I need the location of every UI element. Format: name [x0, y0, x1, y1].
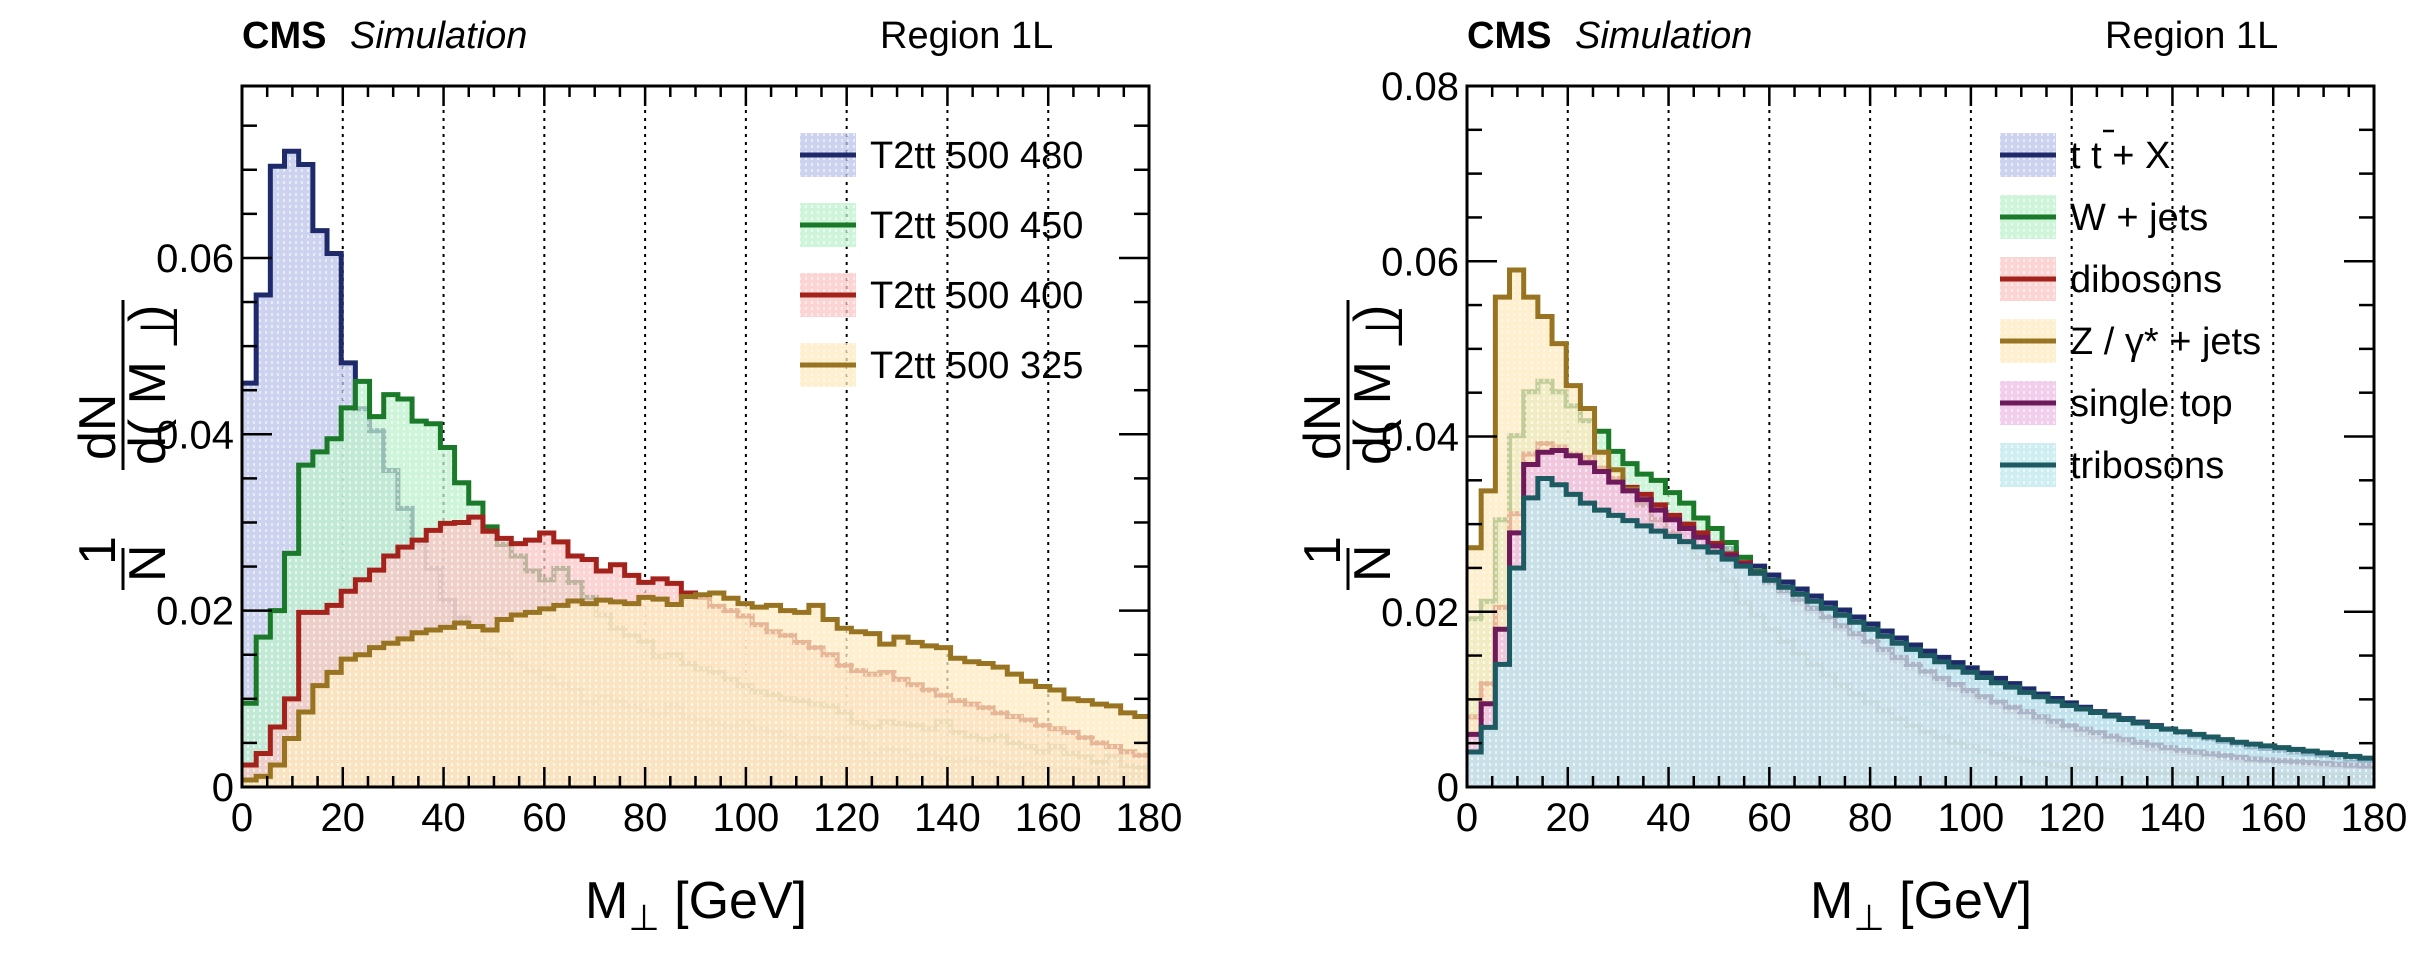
svg-text:N: N: [119, 544, 177, 582]
x-tick-label: 0: [231, 796, 253, 840]
svg-text:N: N: [1344, 544, 1402, 582]
x-tick-label: 40: [421, 796, 466, 840]
simulation-label: Simulation: [1575, 15, 1752, 57]
legend-entry: Z / γ* + jets: [2000, 319, 2261, 363]
legend-label: Z / γ* + jets: [2070, 321, 2261, 363]
left-panel: CMS Simulation Region 1L 0 20 40 60 80 100 120…: [69, 15, 1182, 938]
legend: T2tt 500 480 T2tt 500 450 T2tt 500 400 T2tt…: [800, 133, 1083, 387]
legend-entry: dibosons: [2000, 257, 2222, 301]
series-line: [1467, 476, 2374, 761]
cms-label: CMS: [1467, 15, 1551, 57]
svg-text:⊥: ⊥: [131, 305, 189, 350]
right-panel: CMS Simulation Region 1L 0 20 40 60 80 100 120…: [1294, 15, 2407, 938]
svg-text:1: 1: [1294, 536, 1352, 565]
y-tick-label: 0.08: [1381, 65, 1459, 109]
legend-entry: T2tt 500 480: [800, 133, 1083, 177]
series-fill-pattern: [1467, 478, 2374, 787]
legend: t t + X W + jets dibosons Z / γ* + jets sing…: [2000, 129, 2261, 487]
y-tick-label: 0.06: [156, 237, 234, 281]
y-tick-label: 0.04: [156, 413, 234, 457]
legend-entry: W + jets: [2000, 195, 2208, 239]
y-tick-label: 0.02: [1381, 591, 1459, 635]
legend-entry: T2tt 500 400: [800, 273, 1083, 317]
axes: 0 20 40 60 80 100 120 140 160 180 0 0.02 0.04 0.06: [156, 84, 1183, 840]
series-line: [242, 590, 1149, 783]
svg-text:): ): [1344, 305, 1402, 322]
legend-label: single top: [2070, 383, 2233, 425]
cms-label: CMS: [242, 15, 326, 57]
x-tick-label: 140: [914, 796, 981, 840]
series-fill-pattern: [242, 593, 1149, 787]
x-tick-label: 120: [813, 796, 880, 840]
x-tick-label: 180: [2341, 796, 2408, 840]
x-axis-title: M⊥ [GeV]: [1810, 872, 2032, 938]
svg-text:): ): [119, 305, 177, 322]
svg-text:d( M: d( M: [119, 361, 177, 465]
x-tick-label: 20: [1546, 796, 1591, 840]
series-tribosons: [1467, 476, 2374, 787]
series-layer: [1467, 267, 2374, 787]
x-axis-title: d( MM⊥ [GeV]: [585, 872, 807, 938]
legend-label: T2tt 500 480: [870, 135, 1083, 177]
legend-label: dibosons: [2070, 259, 2222, 301]
legend-label: T2tt 500 400: [870, 275, 1083, 317]
x-tick-label: 180: [1116, 796, 1183, 840]
legend-label: t t + X: [2070, 135, 2170, 177]
legend-entry: single top: [2000, 381, 2233, 425]
legend-entry: T2tt 500 325: [800, 343, 1083, 387]
y-tick-label: 0.04: [1381, 416, 1459, 460]
x-tick-label: 20: [321, 796, 366, 840]
x-tick-label: 40: [1646, 796, 1691, 840]
svg-text:dN: dN: [69, 394, 127, 460]
y-tick-label: 0.06: [1381, 240, 1459, 284]
svg-text:⊥: ⊥: [1356, 305, 1414, 350]
x-tick-label: 160: [2240, 796, 2307, 840]
y-axis-title: 1 N dN d( M ⊥ ): [69, 300, 189, 590]
x-tick-label: 140: [2139, 796, 2206, 840]
x-tick-label: 0: [1456, 796, 1478, 840]
legend-label: W + jets: [2070, 197, 2208, 239]
legend-entry: tribosons: [2000, 443, 2224, 487]
series-layer: [242, 148, 1149, 787]
x-tick-label: 160: [1015, 796, 1082, 840]
x-tick-label: 120: [2038, 796, 2105, 840]
svg-text:1: 1: [69, 536, 127, 565]
x-tick-label: 100: [713, 796, 780, 840]
y-tick-label: 0.02: [156, 590, 234, 634]
y-tick-label: 0: [1437, 766, 1459, 810]
region-label: Region 1L: [2105, 15, 2278, 57]
simulation-label: Simulation: [350, 15, 527, 57]
legend-label: T2tt 500 450: [870, 205, 1083, 247]
y-axis-title: 1 N dN d( M ⊥ ): [1294, 300, 1414, 590]
x-tick-label: 60: [1747, 796, 1792, 840]
x-tick-label: 60: [522, 796, 567, 840]
region-label: Region 1L: [880, 15, 1053, 57]
series-t2tt-500-325: [242, 590, 1149, 787]
axes: 0 20 40 60 80 100 120 140 160 180 0 0.02 0.04 0.06 0.0…: [1381, 65, 2407, 840]
svg-text:dN: dN: [1294, 394, 1352, 460]
x-tick-label: 100: [1938, 796, 2005, 840]
legend-label: T2tt 500 325: [870, 345, 1083, 387]
x-tick-label: 80: [623, 796, 668, 840]
legend-entry: t t + X: [2000, 129, 2170, 177]
x-tick-label: 80: [1848, 796, 1893, 840]
svg-text:d( M: d( M: [1344, 361, 1402, 465]
legend-entry: T2tt 500 450: [800, 203, 1083, 247]
legend-label: tribosons: [2070, 445, 2224, 487]
y-tick-label: 0: [212, 766, 234, 810]
